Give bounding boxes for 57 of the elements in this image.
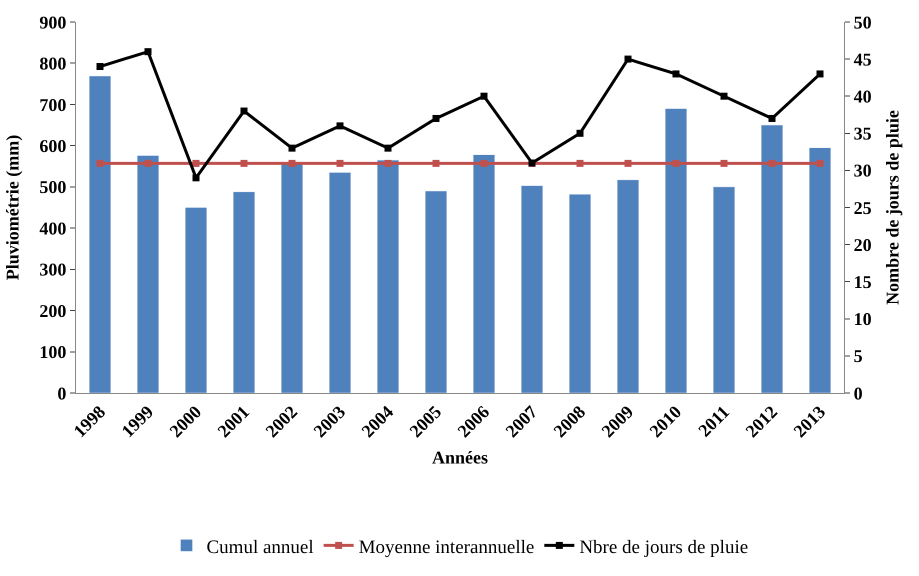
y2-tick-label: 25 (854, 198, 872, 218)
y-tick-label: 500 (39, 177, 66, 198)
point (384, 144, 392, 152)
y2-tick-label: 15 (854, 272, 872, 292)
bar (328, 172, 352, 393)
point (336, 122, 344, 130)
y-tick-label: 300 (39, 260, 66, 280)
y-tick-label: 200 (39, 300, 66, 321)
bar (232, 192, 256, 393)
y-tick-label: 800 (39, 54, 66, 74)
point (816, 70, 824, 78)
point (624, 56, 632, 63)
y-tick-label: 0 (57, 383, 66, 404)
y-tick-label: 700 (39, 94, 66, 115)
y-tick-label: 900 (39, 12, 66, 32)
bar (184, 207, 208, 393)
y2-tick-label: 40 (854, 86, 872, 106)
y2-axis-title: Nombre de jours de pluie (882, 110, 903, 305)
legend-label: Nbre de jours de pluie (579, 536, 748, 558)
y2-tick-label: 10 (854, 309, 872, 330)
bar (424, 190, 448, 393)
bar (472, 154, 496, 393)
y2-tick-label: 20 (854, 234, 872, 255)
y-tick-label: 400 (39, 218, 66, 238)
legend-label: Cumul annuel (206, 536, 314, 558)
bar (616, 180, 640, 393)
y2-tick-label: 5 (854, 346, 863, 366)
bar (712, 186, 736, 393)
point (96, 63, 104, 70)
y2-tick-label: 50 (854, 12, 872, 32)
point (240, 108, 248, 115)
legend-label: Moyenne interannuelle (358, 536, 534, 558)
point (672, 70, 680, 78)
y-axis-title: Pluviométrie (mm) (2, 134, 23, 280)
point (768, 114, 776, 122)
bar (568, 194, 592, 393)
bar (520, 185, 544, 393)
bar (376, 160, 400, 393)
y2-tick-label: 30 (854, 160, 872, 181)
point (576, 130, 584, 137)
bar (760, 124, 784, 393)
bar (88, 76, 112, 393)
y-tick-label: 600 (39, 136, 66, 156)
point (288, 144, 296, 152)
point (720, 92, 728, 100)
y2-tick-label: 35 (854, 124, 872, 144)
point (432, 114, 440, 122)
bar (808, 147, 832, 393)
bar (664, 108, 688, 393)
bar (136, 155, 160, 393)
y2-tick-label: 45 (854, 49, 872, 70)
point (480, 92, 488, 100)
point (192, 174, 200, 182)
y2-tick-label: 0 (854, 383, 863, 404)
point (144, 48, 152, 56)
y-tick-label: 100 (39, 342, 66, 362)
x-axis-title: Années (432, 447, 488, 468)
